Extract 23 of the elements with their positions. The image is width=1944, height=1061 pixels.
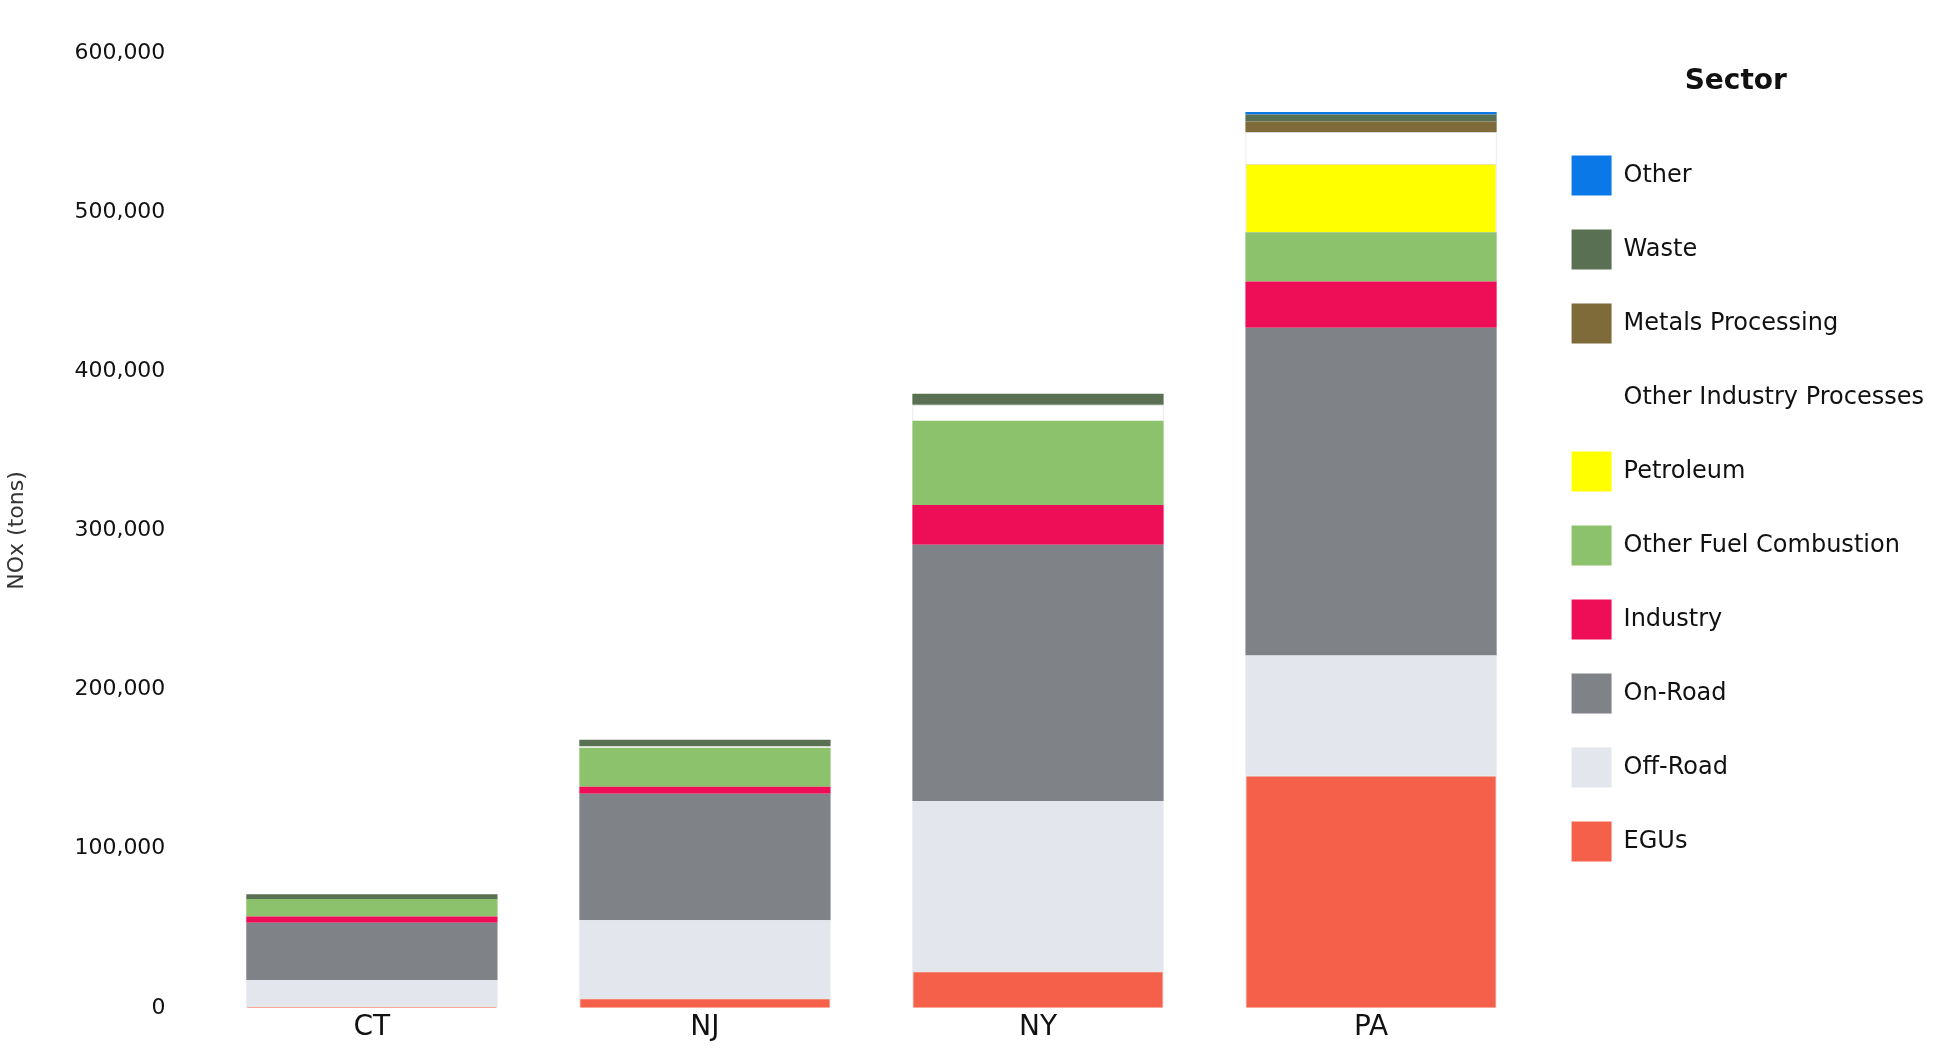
y-tick-label: 200,000 xyxy=(74,675,166,701)
legend-label: Waste xyxy=(1623,233,1698,262)
legend-label: Off-Road xyxy=(1623,751,1728,780)
y-tick-label: 0 xyxy=(151,993,166,1019)
legend-label: Metals Processing xyxy=(1623,307,1839,336)
y-tick-label: 100,000 xyxy=(74,834,166,860)
y-axis-title: NOx (tons) xyxy=(2,471,28,590)
legend-title: Sector xyxy=(1684,63,1788,97)
y-tick-label: 400,000 xyxy=(74,357,166,383)
x-tick-label: PA xyxy=(1353,1008,1389,1042)
x-tick-label: NY xyxy=(1018,1008,1058,1042)
y-tick-label: 600,000 xyxy=(74,38,166,64)
x-tick-label: NJ xyxy=(690,1008,720,1042)
legend-label: Other Fuel Combustion xyxy=(1623,529,1900,558)
y-tick-label: 300,000 xyxy=(74,516,166,542)
text: Other Industry Processes xyxy=(1623,381,1924,410)
legend-label: Other xyxy=(1623,159,1692,188)
legend-label: Industry xyxy=(1623,603,1723,632)
y-tick-label: 500,000 xyxy=(74,198,166,224)
legend-label: Petroleum xyxy=(1623,455,1746,484)
legend-label: EGUs xyxy=(1623,825,1688,854)
x-tick-label: CT xyxy=(353,1008,392,1042)
legend-label: On-Road xyxy=(1623,677,1727,706)
